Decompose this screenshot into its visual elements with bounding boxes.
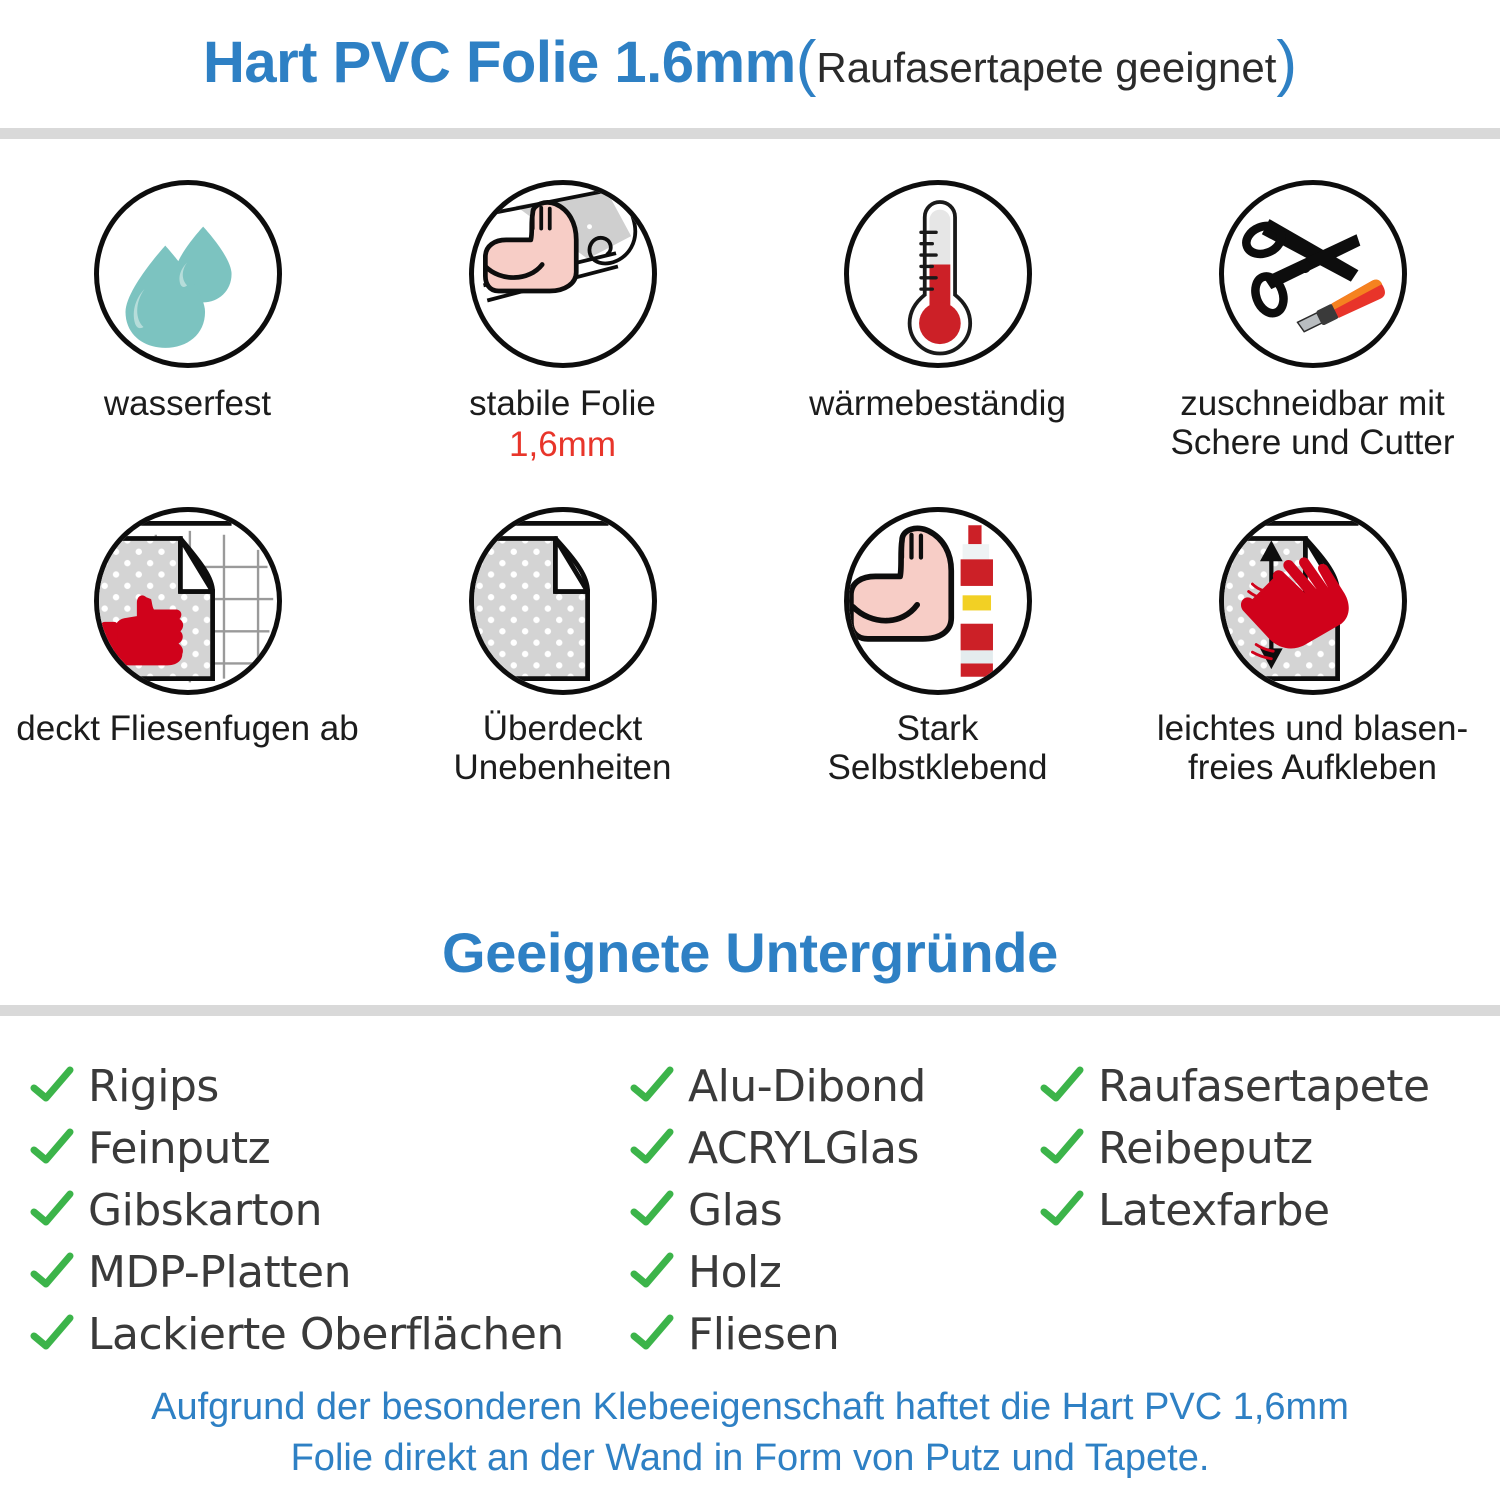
- list-item-label: Gibskarton: [88, 1184, 323, 1236]
- check-icon: [630, 1312, 674, 1356]
- list-item: MDP-Platten: [30, 1241, 620, 1303]
- title-open-paren: (: [795, 29, 817, 98]
- feature-wasserfest: wasserfest: [0, 180, 375, 465]
- feature-label: zuschneidbar mit Schere und Cutter: [1170, 384, 1455, 463]
- water-drops-icon: [93, 180, 282, 368]
- list-item: Reibeputz: [1040, 1117, 1500, 1179]
- list-item: Glas: [630, 1179, 1020, 1241]
- checklist-column-1: Rigips Feinputz Gibskarton MDP-Platten L…: [0, 1055, 620, 1365]
- check-icon: [30, 1250, 74, 1294]
- separator-middle: [0, 1005, 1500, 1016]
- feature-waermebestaendig: wärmebeständig: [750, 180, 1125, 465]
- footer-note: Aufgrund der besonderen Klebeeigenschaft…: [151, 1386, 1349, 1480]
- feature-row-2: deckt Fliesenfugen ab: [0, 507, 1500, 787]
- muscle-glue-tube-icon: [843, 507, 1032, 696]
- list-item: Rigips: [30, 1055, 620, 1117]
- title-close-paren: ): [1276, 29, 1298, 98]
- list-item-label: Rigips: [88, 1060, 219, 1112]
- feature-stark-selbstklebend: Stark Selbstklebend: [750, 507, 1125, 787]
- list-item: Feinputz: [30, 1117, 620, 1179]
- list-item-label: Reibeputz: [1098, 1122, 1313, 1174]
- list-item: ACRYLGlas: [630, 1117, 1020, 1179]
- feature-blasenfreies-aufkleben: leichtes und blasen- freies Aufkleben: [1125, 507, 1500, 787]
- feature-zuschneidbar: zuschneidbar mit Schere und Cutter: [1125, 180, 1500, 465]
- page-title: Hart PVC Folie 1.6mm(Raufasertapete geei…: [0, 28, 1500, 99]
- feature-label: stabile Folie: [469, 384, 656, 423]
- check-icon: [30, 1064, 74, 1108]
- feature-label: leichtes und blasen- freies Aufkleben: [1156, 709, 1469, 788]
- feature-label: deckt Fliesenfugen ab: [16, 709, 359, 749]
- check-icon: [1040, 1126, 1084, 1170]
- feature-label: wärmebeständig: [809, 384, 1066, 423]
- list-item-label: MDP-Platten: [88, 1246, 351, 1298]
- check-icon: [630, 1064, 674, 1108]
- list-item: Fliesen: [630, 1303, 1020, 1365]
- checklist-column-2: Alu-Dibond ACRYLGlas Glas Holz Fliesen: [620, 1055, 1020, 1365]
- feature-grid: wasserfest: [0, 180, 1500, 788]
- feature-row-1: wasserfest: [0, 180, 1500, 465]
- check-icon: [630, 1188, 674, 1232]
- feature-deckt-fliesenfugen: deckt Fliesenfugen ab: [0, 507, 375, 787]
- check-icon: [30, 1126, 74, 1170]
- suitable-surfaces-checklist: Rigips Feinputz Gibskarton MDP-Platten L…: [0, 1055, 1500, 1365]
- list-item-label: Raufasertapete: [1098, 1060, 1430, 1112]
- check-icon: [30, 1188, 74, 1232]
- scissors-cutter-icon: [1218, 180, 1407, 368]
- list-item: Lackierte Oberflächen: [30, 1303, 620, 1365]
- list-item: Holz: [630, 1241, 1020, 1303]
- list-item: Alu-Dibond: [630, 1055, 1020, 1117]
- list-item-label: Fliesen: [688, 1308, 840, 1360]
- checklist-column-3: Raufasertapete Reibeputz Latexfarbe: [1020, 1055, 1500, 1365]
- list-item: Raufasertapete: [1040, 1055, 1500, 1117]
- list-item-label: Alu-Dibond: [688, 1060, 926, 1112]
- title-subtitle-text: Raufasertapete geeignet: [816, 44, 1277, 91]
- feature-thickness-value: 1,6mm: [509, 425, 616, 465]
- thermometer-icon: [843, 180, 1032, 368]
- strong-arm-foil-roll-icon: [468, 180, 657, 368]
- feature-stabile-folie: stabile Folie 1,6mm: [375, 180, 750, 465]
- check-icon: [630, 1126, 674, 1170]
- smoothing-hand-arrow-icon: [1218, 507, 1407, 696]
- check-icon: [630, 1250, 674, 1294]
- list-item-label: ACRYLGlas: [688, 1122, 919, 1174]
- list-item-label: Latexfarbe: [1098, 1184, 1330, 1236]
- feature-ueberdeckt-unebenheiten: Überdeckt Unebenheiten: [375, 507, 750, 787]
- feature-label: Stark Selbstklebend: [827, 709, 1048, 788]
- list-item: Gibskarton: [30, 1179, 620, 1241]
- separator-top: [0, 128, 1500, 139]
- title-main-text: Hart PVC Folie 1.6mm: [202, 30, 796, 95]
- check-icon: [1040, 1064, 1084, 1108]
- list-item-label: Lackierte Oberflächen: [88, 1308, 564, 1360]
- check-icon: [30, 1312, 74, 1356]
- list-item-label: Feinputz: [88, 1122, 271, 1174]
- section-heading-untergruende: Geeignete Untergründe: [441, 921, 1059, 984]
- thumbs-up-tile-grid-icon: [93, 507, 282, 696]
- peeling-foil-corner-icon: [468, 507, 657, 696]
- check-icon: [1040, 1188, 1084, 1232]
- feature-label: wasserfest: [103, 384, 272, 423]
- feature-label: Überdeckt Unebenheiten: [453, 709, 672, 788]
- list-item: Latexfarbe: [1040, 1179, 1500, 1241]
- list-item-label: Glas: [688, 1184, 783, 1236]
- list-item-label: Holz: [688, 1246, 782, 1298]
